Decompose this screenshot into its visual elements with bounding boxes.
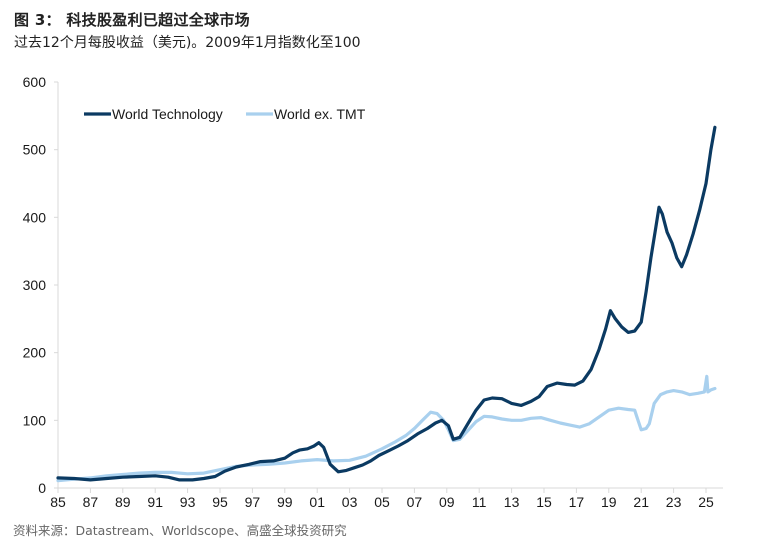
x-tick-label: 17 bbox=[569, 494, 585, 510]
x-tick-label: 99 bbox=[277, 494, 293, 510]
series-layer bbox=[56, 125, 717, 483]
y-tick-label: 400 bbox=[23, 209, 47, 225]
x-tick-label: 15 bbox=[536, 494, 552, 510]
x-tick-label: 09 bbox=[439, 494, 455, 510]
x-tick-label: 11 bbox=[472, 494, 487, 510]
legend: World Technology World ex. TMT bbox=[84, 106, 366, 122]
x-tick-label: 19 bbox=[601, 494, 617, 510]
x-tick-label: 87 bbox=[83, 494, 99, 510]
y-tick-label: 500 bbox=[23, 142, 47, 158]
y-tick-label: 600 bbox=[23, 74, 47, 90]
y-tick-label: 200 bbox=[23, 345, 47, 361]
axes: 0 100 200 300 400 500 600 85 87 89 91 93 95 97 99 01 03 0… bbox=[23, 74, 723, 510]
x-tick-label: 89 bbox=[115, 494, 131, 510]
y-tick-label: 300 bbox=[23, 277, 47, 293]
x-tick-label: 85 bbox=[50, 494, 66, 510]
source-note: 资料来源：Datastream、Worldscope、高盛全球投资研究 bbox=[13, 523, 347, 538]
legend-label: World Technology bbox=[112, 106, 223, 122]
x-tick-label: 25 bbox=[698, 494, 714, 510]
y-tick-label: 100 bbox=[23, 412, 47, 428]
x-tick-label: 93 bbox=[180, 494, 196, 510]
x-tick-label: 07 bbox=[407, 494, 423, 510]
chart-subtitle: 过去12个月每股收益（美元)。2009年1月指数化至100 bbox=[14, 35, 361, 51]
series-line-world-ex-tmt bbox=[56, 374, 717, 483]
x-tick-label: 03 bbox=[342, 494, 358, 510]
series-line-world-technology bbox=[56, 125, 717, 482]
y-tick-label: 0 bbox=[38, 480, 46, 496]
x-tick-label: 05 bbox=[374, 494, 390, 510]
chart-title: 图 3： 科技股盈利已超过全球市场 bbox=[14, 11, 250, 29]
x-tick-label: 23 bbox=[666, 494, 682, 510]
x-tick-label: 91 bbox=[147, 494, 163, 510]
x-tick-label: 97 bbox=[245, 494, 261, 510]
x-tick-label: 13 bbox=[504, 494, 520, 510]
x-tick-label: 01 bbox=[309, 494, 325, 510]
x-tick-label: 21 bbox=[633, 494, 649, 510]
legend-label: World ex. TMT bbox=[274, 106, 366, 122]
legend-item: World Technology bbox=[84, 106, 223, 122]
x-tick-label: 95 bbox=[212, 494, 228, 510]
legend-item: World ex. TMT bbox=[246, 106, 366, 122]
